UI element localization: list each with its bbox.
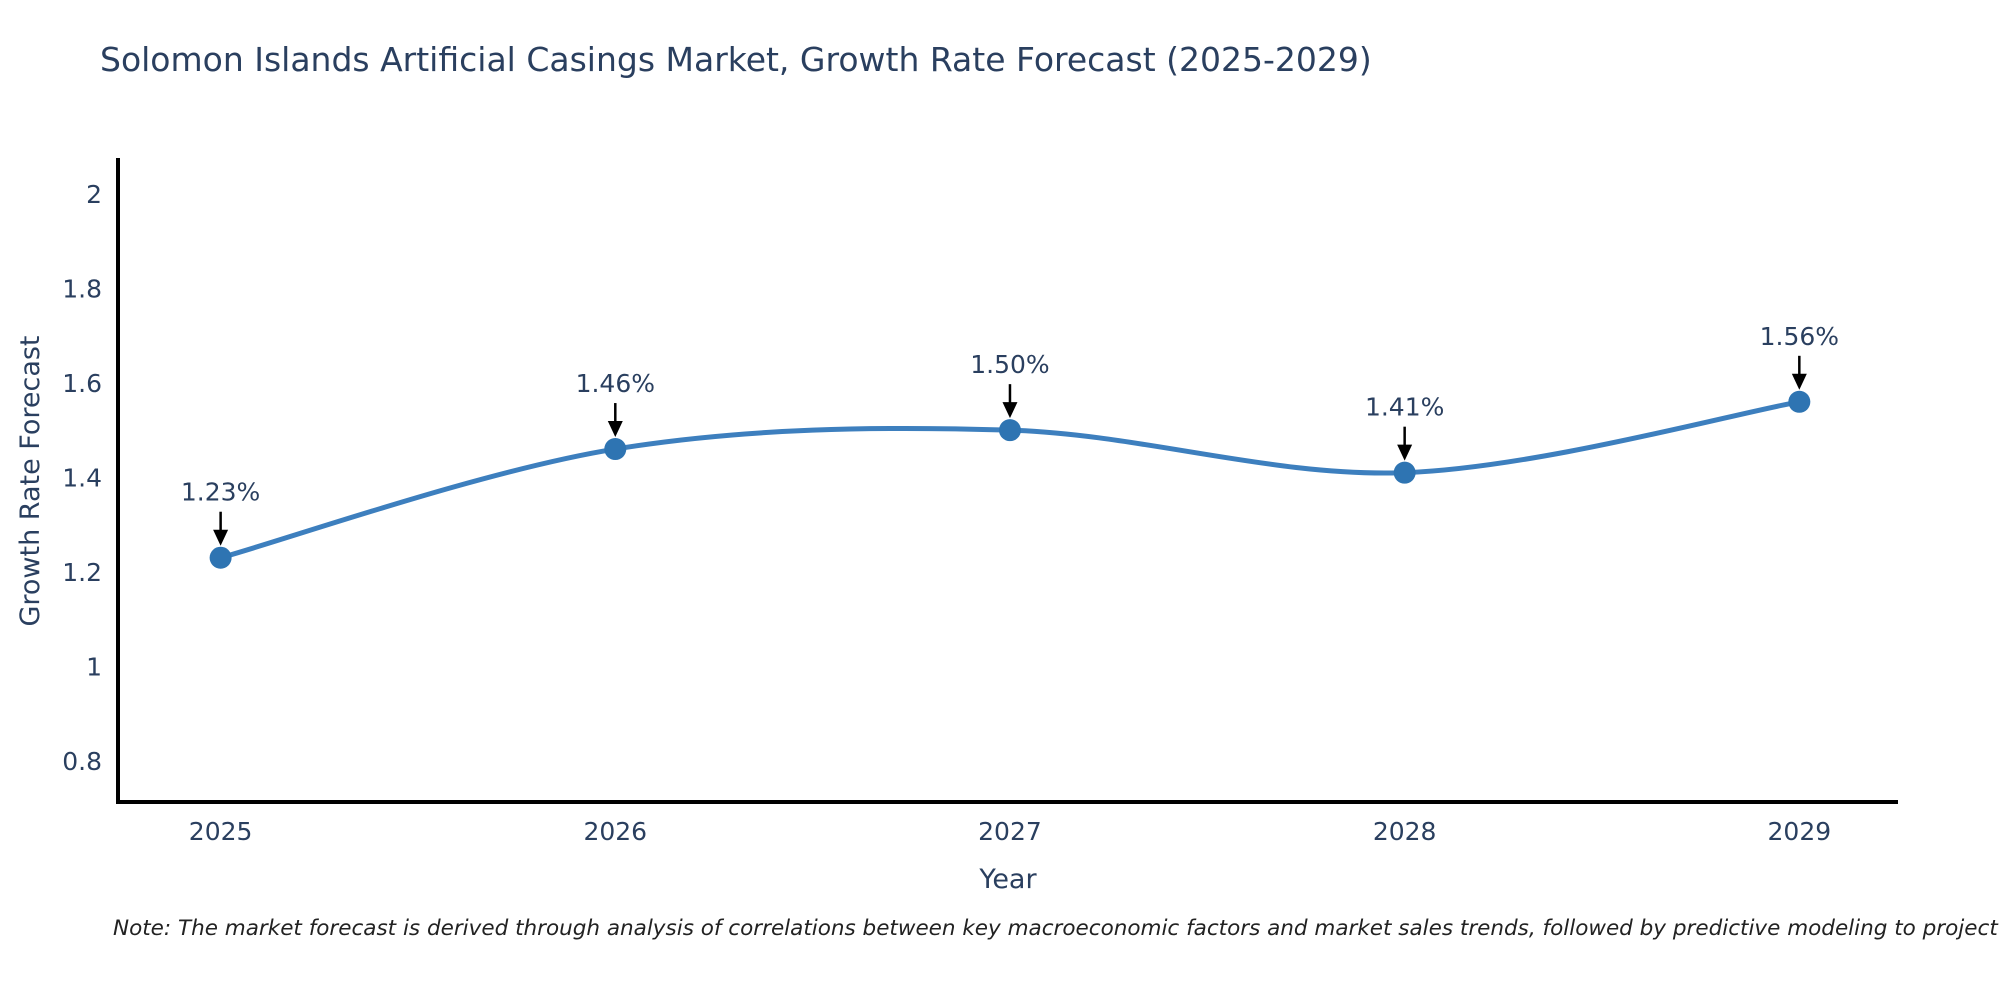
annotation-arrowhead <box>1791 373 1807 390</box>
data-point-marker <box>1788 390 1811 413</box>
x-axis-title: Year <box>979 864 1037 895</box>
data-point-label: 1.46% <box>576 369 655 398</box>
annotation-arrowhead <box>607 421 623 438</box>
data-point-marker <box>1393 461 1416 484</box>
x-tick-label: 2027 <box>978 817 1042 846</box>
y-tick-label: 1.2 <box>62 558 102 587</box>
y-tick-label: 1.6 <box>62 369 102 398</box>
data-point-label: 1.41% <box>1365 393 1444 422</box>
y-tick-label: 1.8 <box>62 274 102 303</box>
footnote: Note: The market forecast is derived thr… <box>113 916 2000 941</box>
data-point-label: 1.50% <box>970 350 1049 379</box>
y-axis-title: Growth Rate Forecast <box>15 335 46 627</box>
x-tick-label: 2025 <box>189 817 253 846</box>
annotation-arrowhead <box>213 529 229 546</box>
x-tick-label: 2029 <box>1768 817 1832 846</box>
annotation-arrowhead <box>1397 444 1413 461</box>
axis-lines <box>116 158 1898 804</box>
data-point-marker <box>209 546 232 569</box>
data-point-label: 1.23% <box>181 478 260 507</box>
y-tick-label: 1 <box>86 652 102 681</box>
data-point-marker <box>604 438 627 461</box>
chart-title: Solomon Islands Artificial Casings Marke… <box>100 40 1372 79</box>
y-tick-label: 1.4 <box>62 463 102 492</box>
y-tick-label: 2 <box>86 180 102 209</box>
x-tick-label: 2028 <box>1373 817 1437 846</box>
x-tick-label: 2026 <box>583 817 647 846</box>
data-point-marker <box>998 419 1021 442</box>
data-point-label: 1.56% <box>1760 322 1839 351</box>
annotation-arrowhead <box>1002 402 1018 419</box>
y-tick-label: 0.8 <box>62 747 102 776</box>
